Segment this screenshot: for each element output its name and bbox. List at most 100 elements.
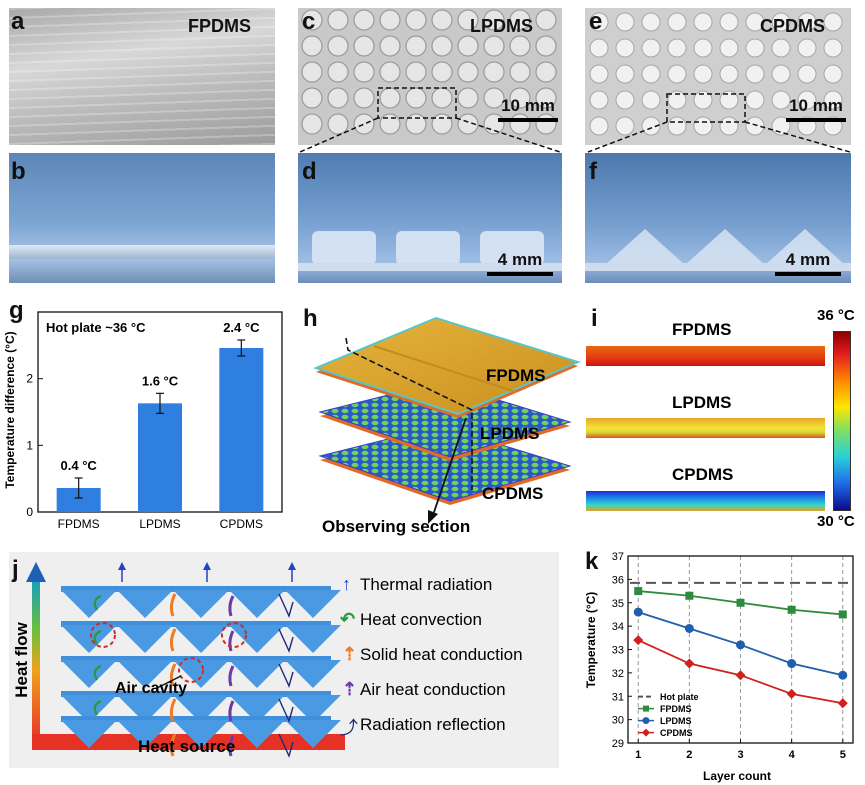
heat-schematic	[26, 562, 345, 759]
legend-label-heat-convection: Heat convection	[360, 610, 482, 629]
sim-strip-fpdms	[586, 346, 825, 366]
panel-label-k: k	[585, 548, 599, 575]
j-radiation-arrowhead	[203, 562, 211, 570]
j-reflection-arrow	[278, 628, 294, 654]
j-triangle	[229, 590, 285, 618]
j-triangle	[117, 695, 173, 723]
photo-title-fpdms: FPDMS	[188, 16, 251, 36]
legend-label-thermal-radiation: Thermal radiation	[360, 575, 493, 594]
j-layer-bar	[61, 691, 331, 697]
photo-cpdms-surface	[585, 8, 851, 145]
flame-arrow-icon: ⇡	[342, 644, 358, 664]
j-solid-arrow	[169, 593, 177, 617]
k-legend-marker	[643, 705, 649, 712]
j-triangle	[229, 660, 285, 688]
k-ytick-label: 31	[612, 691, 624, 703]
zoom-connectors	[299, 117, 851, 153]
scale-bar-d-label: 4 mm	[497, 250, 543, 269]
k-point	[787, 605, 796, 614]
scale-bar-c: 10 mm	[498, 96, 558, 122]
sim-strip-cpdms	[586, 491, 825, 511]
j-triangle	[229, 695, 285, 723]
k-point	[684, 623, 694, 633]
j-triangle	[285, 720, 341, 748]
colorbar-top-label: 36 °C	[817, 307, 855, 324]
h-layer-lpdms: LPDMS	[480, 424, 540, 443]
j-triangle	[117, 625, 173, 653]
j-solid-arrow	[169, 663, 177, 687]
j-layer-bar	[61, 621, 331, 627]
j-layer-bar	[61, 656, 331, 662]
j-triangle	[61, 590, 117, 618]
j-triangle	[173, 590, 229, 618]
j-reflection-arrow	[278, 698, 294, 724]
j-triangle	[61, 625, 117, 653]
j-triangle	[229, 720, 285, 748]
k-legend-label: LPDMS	[660, 716, 692, 726]
panel-label-f: f	[589, 158, 597, 185]
k-legend-label: FPDMS	[660, 704, 692, 714]
j-solid-arrow	[169, 628, 177, 652]
layer-stack-illustration	[313, 316, 581, 524]
lpdms-dot-array	[301, 9, 557, 135]
j-triangle	[285, 660, 341, 688]
scale-bar-f-label: 4 mm	[785, 250, 831, 269]
k-ytick-label: 33	[612, 645, 624, 657]
k-xtick-label: 5	[840, 749, 846, 761]
j-solid-arrow	[169, 698, 177, 722]
j-air-arrow	[228, 700, 235, 722]
photo-title-lpdms: LPDMS	[470, 16, 533, 36]
j-triangle	[117, 720, 173, 748]
reflection-arrow-icon: ⤴	[340, 718, 358, 738]
g-data-label: 2.4 °C	[223, 320, 260, 335]
j-triangle	[61, 720, 117, 748]
j-source-label: Heat source	[138, 737, 236, 756]
j-triangle	[117, 590, 173, 618]
purple-arrow-icon: ⇡	[342, 679, 358, 699]
photo-cpdms-side	[585, 153, 851, 283]
g-data-label: 1.6 °C	[142, 373, 179, 388]
g-data-label: 0.4 °C	[61, 458, 98, 473]
i-row-lpdms: LPDMS	[672, 393, 732, 412]
panel-label-h: h	[303, 305, 318, 332]
k-ytick-label: 37	[612, 551, 624, 563]
j-triangle	[173, 625, 229, 653]
j-solid-arrow	[169, 733, 177, 757]
j-triangle	[229, 625, 285, 653]
panel-label-e: e	[589, 8, 603, 35]
k-point	[684, 658, 695, 669]
g-annotation: Hot plate ~36 °C	[46, 320, 146, 335]
g-xtick-label: CPDMS	[220, 517, 263, 531]
panel-label-a: a	[11, 8, 25, 35]
k-legend-marker	[642, 728, 650, 737]
scale-bar-c-label: 10 mm	[501, 96, 555, 115]
colorbar	[833, 331, 851, 511]
j-radiation-arrowhead	[288, 562, 296, 570]
k-xtick-label: 4	[789, 749, 796, 761]
scale-bar-d: 4 mm	[487, 250, 553, 276]
k-ytick-label: 29	[612, 738, 624, 750]
j-triangle	[173, 695, 229, 723]
j-layer-bar	[61, 586, 331, 592]
k-ytick-label: 36	[612, 574, 624, 586]
j-convection-arrow	[93, 699, 102, 716]
photo-fpdms-side	[9, 153, 275, 283]
j-triangle	[61, 695, 117, 723]
k-point	[736, 640, 745, 650]
k-point	[633, 607, 643, 617]
line-chart-k: Temperature (°C) Layer count 29303132333…	[584, 551, 854, 783]
g-bar	[138, 403, 182, 512]
panel-label-j: j	[12, 556, 19, 583]
legend-label-solid-conduction: Solid heat conduction	[360, 645, 523, 664]
k-xtick-label: 3	[737, 749, 743, 761]
g-xtick-label: LPDMS	[139, 517, 180, 531]
panel-label-b: b	[11, 158, 26, 185]
g-bar	[219, 348, 264, 512]
k-ylabel: Temperature (°C)	[584, 592, 598, 689]
k-ytick-label: 30	[612, 715, 624, 727]
g-ytick-label: 2	[26, 372, 33, 386]
g-ytick-label: 0	[26, 505, 33, 519]
j-air-arrow	[228, 595, 235, 617]
k-point	[685, 591, 694, 600]
photo-lpdms-surface	[298, 8, 562, 145]
